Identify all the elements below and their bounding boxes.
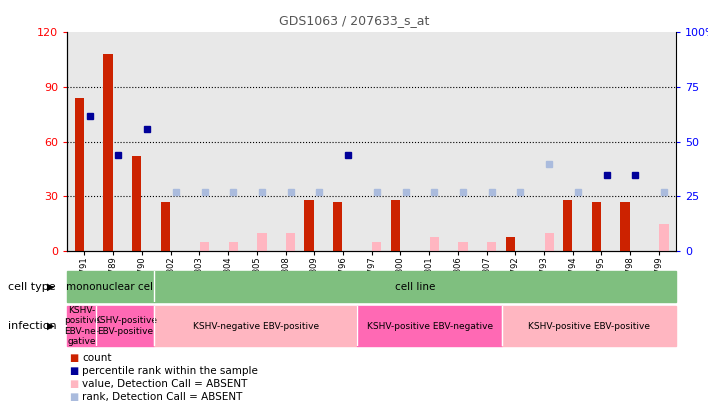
Text: ▶: ▶ <box>47 321 55 331</box>
Text: ▶: ▶ <box>47 281 55 292</box>
Bar <box>75 98 84 251</box>
Bar <box>430 237 439 251</box>
Bar <box>620 202 629 251</box>
Bar <box>154 271 676 302</box>
Text: rank, Detection Call = ABSENT: rank, Detection Call = ABSENT <box>82 392 243 402</box>
Bar <box>229 242 238 251</box>
Bar <box>96 306 154 346</box>
Bar <box>502 306 676 346</box>
Bar <box>200 242 209 251</box>
Text: KSHV-
positive
EBV-ne-
gative: KSHV- positive EBV-ne- gative <box>64 306 100 346</box>
Bar <box>372 242 382 251</box>
Bar <box>459 242 467 251</box>
Text: KSHV-positive EBV-positive: KSHV-positive EBV-positive <box>528 322 650 330</box>
Bar <box>67 271 154 302</box>
Text: KSHV-positive EBV-negative: KSHV-positive EBV-negative <box>367 322 493 330</box>
Text: value, Detection Call = ABSENT: value, Detection Call = ABSENT <box>82 379 248 389</box>
Bar <box>333 202 343 251</box>
Bar <box>487 242 496 251</box>
Text: ■: ■ <box>69 392 79 402</box>
Text: KSHV-negative EBV-positive: KSHV-negative EBV-positive <box>193 322 319 330</box>
Text: cell type: cell type <box>8 281 56 292</box>
Text: mononuclear cell: mononuclear cell <box>66 281 156 292</box>
Bar <box>304 200 314 251</box>
Text: ■: ■ <box>69 367 79 376</box>
Bar <box>563 200 572 251</box>
Bar <box>132 156 142 251</box>
Bar <box>391 200 400 251</box>
Bar <box>161 202 170 251</box>
Bar <box>659 224 668 251</box>
Bar <box>506 237 515 251</box>
Text: KSHV-positive
EBV-positive: KSHV-positive EBV-positive <box>93 316 156 336</box>
Bar <box>358 306 502 346</box>
Text: count: count <box>82 354 112 363</box>
Text: percentile rank within the sample: percentile rank within the sample <box>82 367 258 376</box>
Text: ■: ■ <box>69 379 79 389</box>
Text: cell line: cell line <box>395 281 435 292</box>
Bar <box>103 54 113 251</box>
Text: GDS1063 / 207633_s_at: GDS1063 / 207633_s_at <box>279 14 429 27</box>
Bar <box>67 306 96 346</box>
Bar <box>286 233 295 251</box>
Bar <box>592 202 601 251</box>
Bar <box>154 306 358 346</box>
Bar <box>544 233 554 251</box>
Bar <box>258 233 267 251</box>
Text: infection: infection <box>8 321 57 331</box>
Text: ■: ■ <box>69 354 79 363</box>
